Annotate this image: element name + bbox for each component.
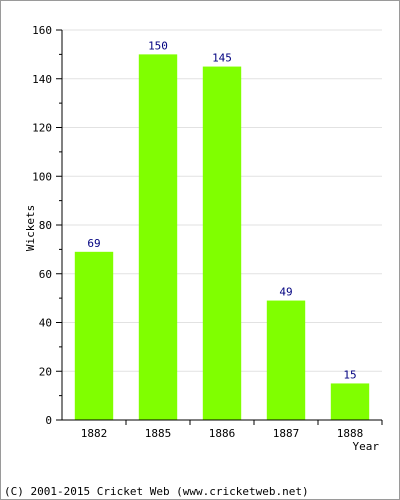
x-tick-label-1885: 1885 <box>145 427 172 440</box>
bar-1888 <box>330 383 370 420</box>
y-tick-label: 60 <box>39 268 52 281</box>
bar-1887 <box>266 300 306 420</box>
x-tick-label-1882: 1882 <box>81 427 108 440</box>
data-label-1887: 49 <box>279 286 292 299</box>
y-tick-label: 20 <box>39 365 52 378</box>
y-tick-label: 0 <box>45 414 52 427</box>
copyright-footer: (C) 2001-2015 Cricket Web (www.cricketwe… <box>4 485 309 498</box>
x-tick-label-1888: 1888 <box>337 427 364 440</box>
x-tick-label-1886: 1886 <box>209 427 236 440</box>
y-tick-label: 40 <box>39 317 52 330</box>
data-label-1886: 145 <box>212 52 232 65</box>
y-tick-label: 120 <box>32 122 52 135</box>
data-label-1885: 150 <box>148 39 168 52</box>
bars <box>74 54 370 420</box>
data-label-1882: 69 <box>87 237 100 250</box>
y-axis-title: Wickets <box>24 205 37 251</box>
bar-1882 <box>74 251 114 420</box>
data-label-1888: 15 <box>343 368 356 381</box>
y-tick-label: 140 <box>32 73 52 86</box>
data-labels: 69 150 145 49 15 <box>87 39 356 381</box>
y-tick-labels: 0 20 40 60 80 100 120 140 160 <box>32 24 62 427</box>
x-tick-labels: 1882 1885 1886 1887 1888 <box>81 420 383 440</box>
x-axis-title: Year <box>353 440 380 453</box>
y-tick-label: 160 <box>32 24 52 37</box>
y-tick-label: 80 <box>39 219 52 232</box>
bar-1886 <box>202 66 242 420</box>
y-tick-label: 100 <box>32 170 52 183</box>
x-tick-label-1887: 1887 <box>273 427 300 440</box>
bar-1885 <box>138 54 178 420</box>
